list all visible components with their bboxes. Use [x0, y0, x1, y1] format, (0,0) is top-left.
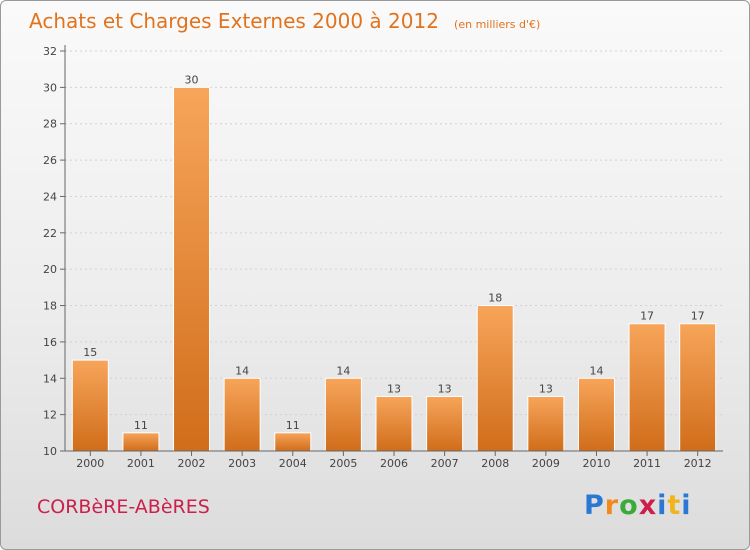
bar	[375, 395, 413, 452]
y-tick-label: 20	[43, 263, 57, 276]
x-tick-label: 2005	[329, 457, 357, 470]
bar-value-label: 13	[438, 382, 452, 395]
y-tick-label: 24	[43, 190, 57, 203]
bar	[122, 432, 160, 452]
bar-layer: 15 11 30 14 11 14 13 13 18 13 14 17 17	[71, 73, 717, 452]
bar	[324, 377, 362, 452]
bar-value-label: 11	[286, 419, 300, 432]
x-tick-label: 2001	[127, 457, 155, 470]
chart-unit: (en milliers d'€)	[454, 18, 541, 31]
x-tick-label: 2004	[279, 457, 307, 470]
commune-name: CORBèRE-ABèRES	[37, 496, 210, 518]
bar-value-label: 13	[539, 382, 553, 395]
y-tick-label: 32	[43, 45, 57, 58]
y-tick-label: 10	[43, 445, 57, 458]
y-tick-label: 30	[43, 81, 57, 94]
bar	[71, 359, 109, 452]
bar	[527, 395, 565, 452]
y-tick-label: 18	[43, 300, 57, 313]
y-tick-label: 22	[43, 227, 57, 240]
x-tick-label: 2006	[380, 457, 408, 470]
bar	[577, 377, 615, 452]
y-tick-label: 26	[43, 154, 57, 167]
bar-value-label: 15	[83, 346, 97, 359]
bar	[426, 395, 464, 452]
bar	[223, 377, 261, 452]
x-tick-label: 2003	[228, 457, 256, 470]
bar-value-label: 14	[589, 364, 603, 377]
x-tick-label: 2008	[481, 457, 509, 470]
bar-value-label: 17	[640, 310, 654, 323]
proxiti-logo[interactable]: Proxiti	[584, 490, 692, 521]
y-tick-label: 12	[43, 409, 57, 422]
bar	[679, 323, 717, 452]
x-tick-label: 2010	[582, 457, 610, 470]
x-tick-label: 2012	[684, 457, 712, 470]
bar-value-label: 17	[691, 310, 705, 323]
title-row: Achats et Charges Externes 2000 à 2012 (…	[29, 9, 540, 33]
x-tick-label: 2011	[633, 457, 661, 470]
bar-value-label: 14	[336, 364, 350, 377]
bar	[173, 86, 211, 452]
y-tick-label: 28	[43, 118, 57, 131]
bar-value-label: 30	[185, 73, 199, 86]
bar	[476, 305, 514, 452]
bar-value-label: 13	[387, 382, 401, 395]
x-tick-label: 2000	[76, 457, 104, 470]
bar-value-label: 14	[235, 364, 249, 377]
y-tick-label: 16	[43, 336, 57, 349]
bar-value-label: 18	[488, 292, 502, 305]
bar-value-label: 11	[134, 419, 148, 432]
bar	[274, 432, 312, 452]
bar	[628, 323, 666, 452]
chart-title: Achats et Charges Externes 2000 à 2012	[29, 9, 439, 33]
x-tick-label: 2009	[532, 457, 560, 470]
y-tick-label: 14	[43, 372, 57, 385]
x-tick-label: 2002	[178, 457, 206, 470]
axis-layer: 10 12 14 16 18 20 22 24 26 28 30 32 2000 2001 2002 2003…	[43, 45, 723, 470]
x-tick-label: 2007	[431, 457, 459, 470]
